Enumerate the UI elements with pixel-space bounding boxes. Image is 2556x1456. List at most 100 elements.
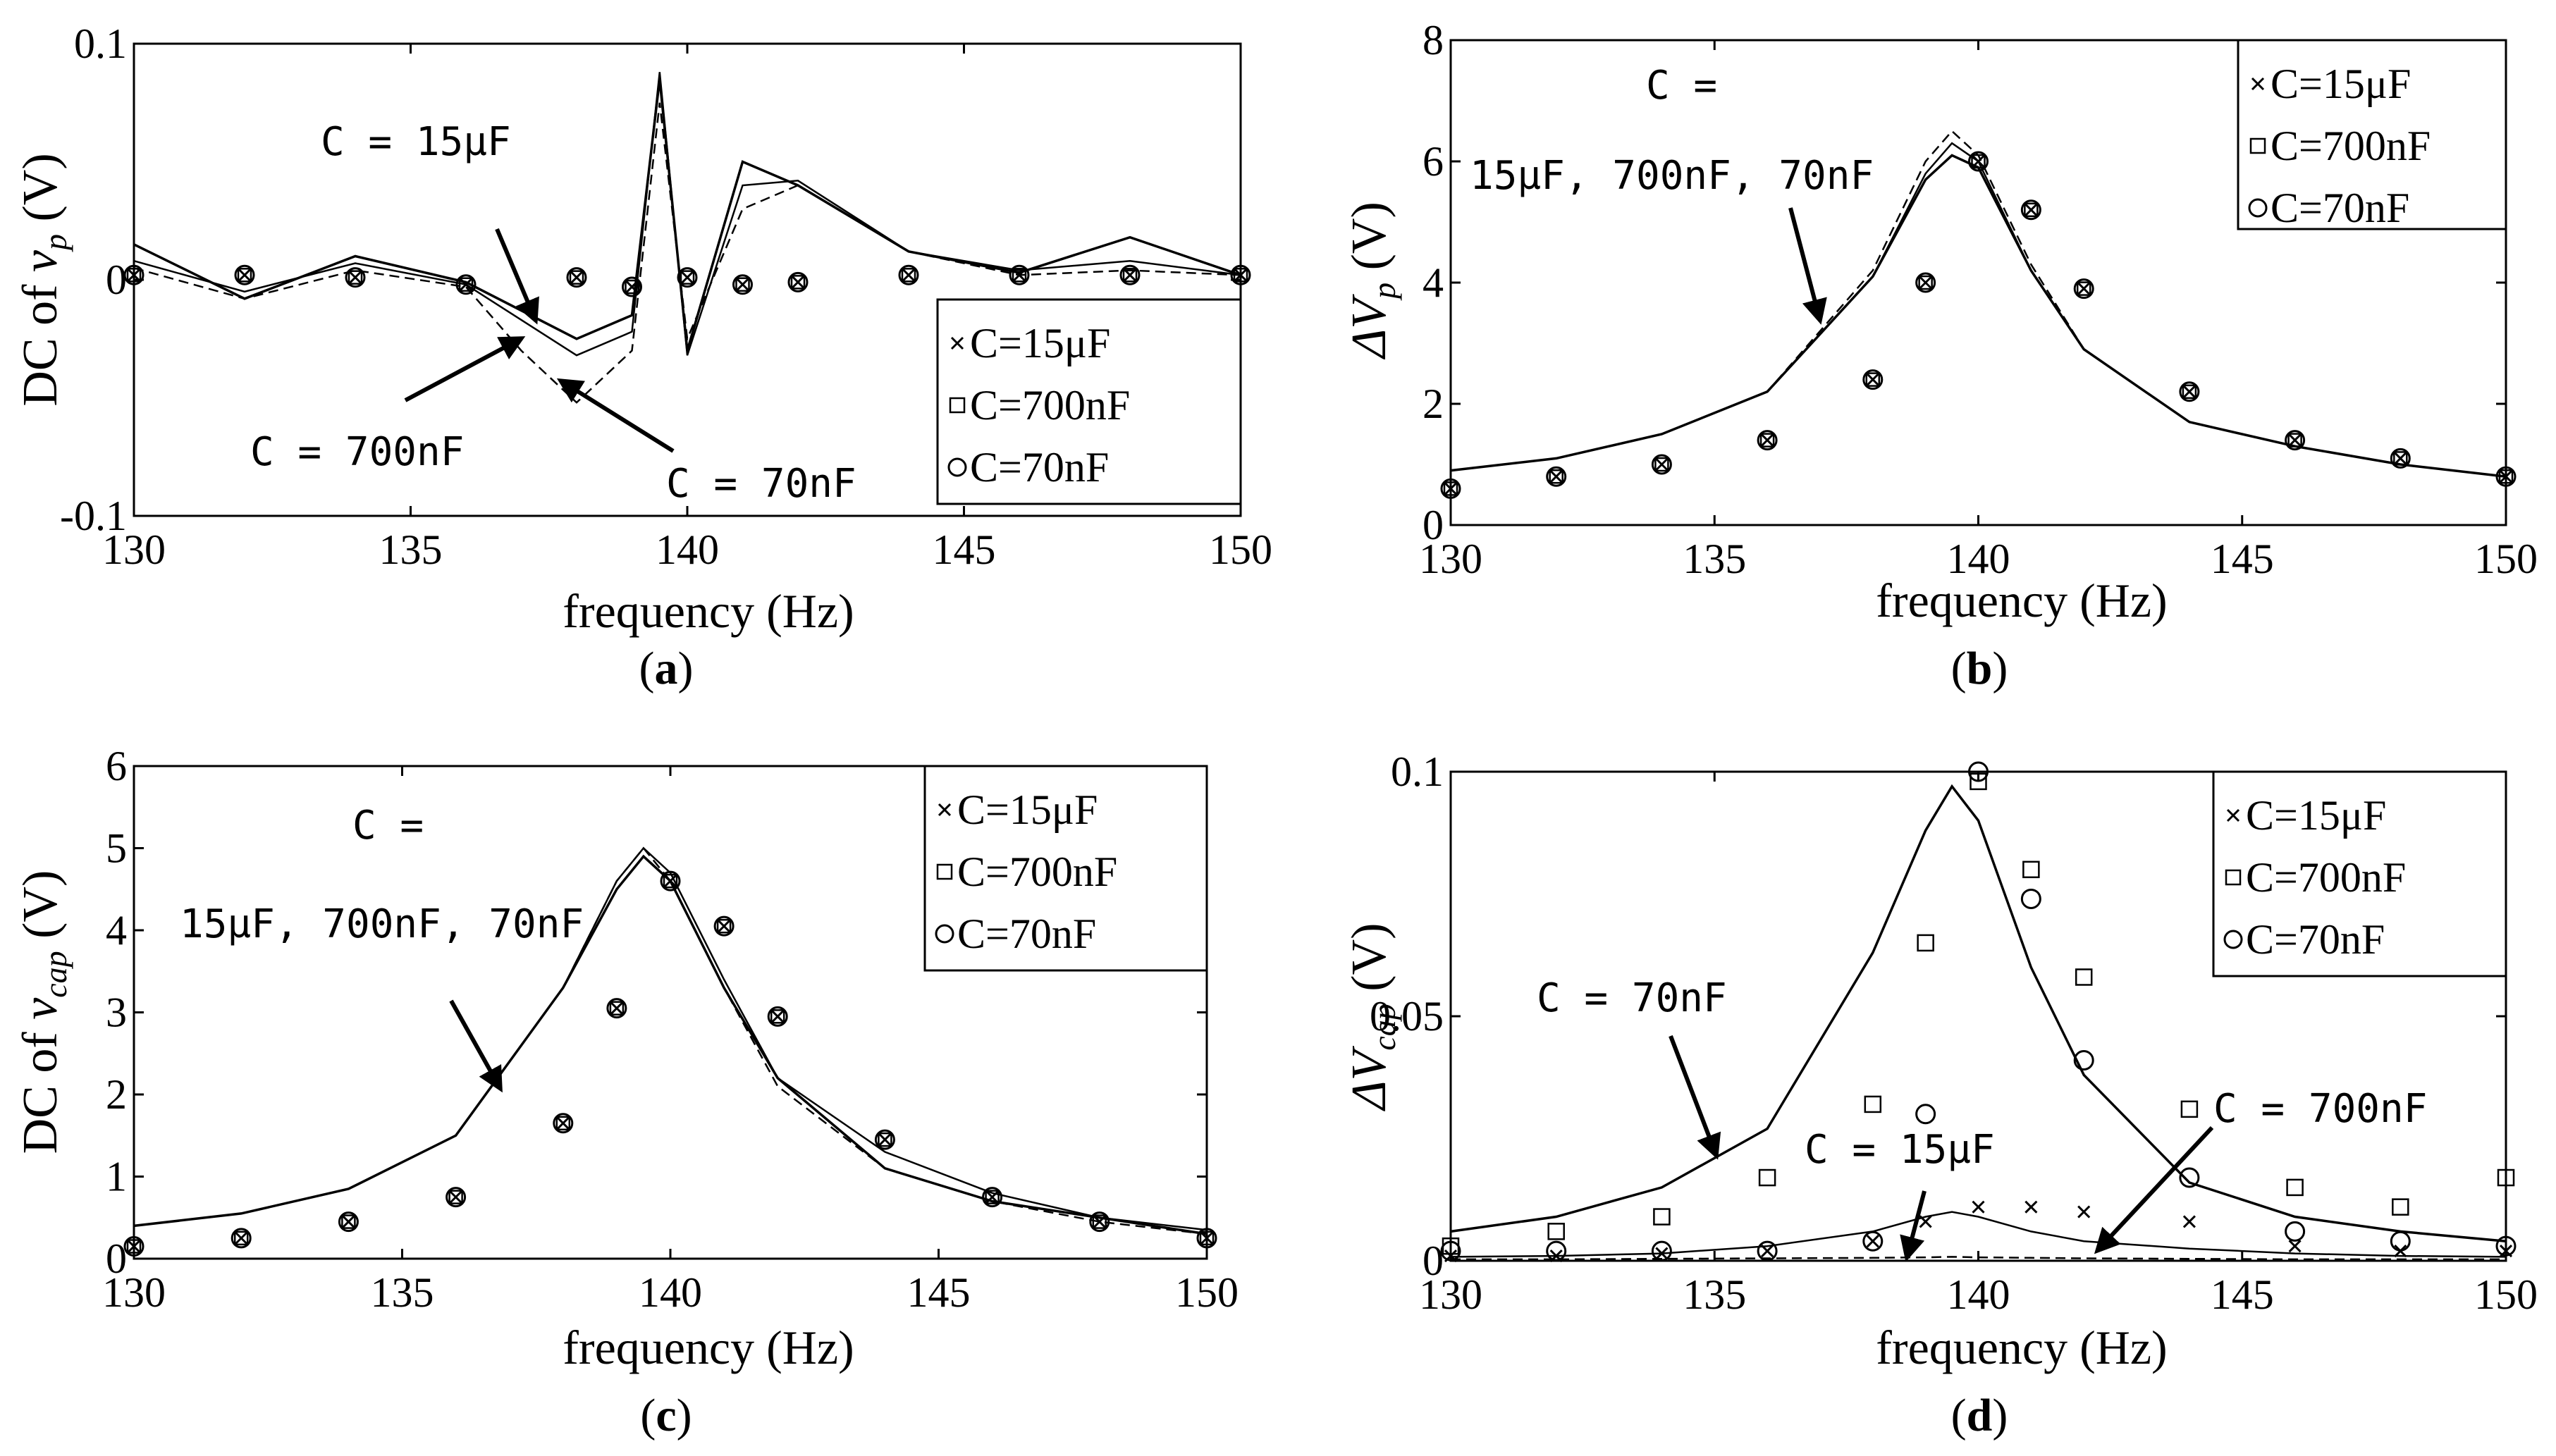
legend-marker-square	[949, 397, 966, 414]
data-point-circle	[123, 1236, 145, 1257]
legend-entry: C=700nF	[2271, 123, 2431, 169]
data-point-x	[2288, 1240, 2302, 1253]
legend-entry: C=15μF	[970, 320, 1110, 366]
y-label-sub: p	[37, 234, 73, 252]
annotation-label: C = 70nF	[1537, 975, 1727, 1021]
y-tick-label: 4	[1423, 259, 1444, 306]
data-point-x	[1866, 373, 1879, 386]
legend-box	[2212, 770, 2507, 977]
data-point-square	[625, 279, 639, 295]
y-label-prefix: DC of	[13, 1020, 68, 1154]
y-tick-label: 0	[1423, 502, 1444, 548]
data-point-circle	[338, 1211, 359, 1233]
y-tick-label: 3	[106, 989, 127, 1036]
y-label-unit: (V)	[13, 153, 68, 234]
data-point-x	[985, 1190, 999, 1204]
annotation-label: C = 15μF	[321, 119, 511, 165]
data-point-square	[2286, 1178, 2304, 1197]
legend-marker-x	[938, 803, 952, 817]
y-tick-label: 2	[106, 1071, 127, 1118]
y-label-unit: (V)	[1342, 923, 1396, 1004]
data-point-square	[790, 275, 806, 290]
annotation-label: 15μF, 700nF, 70nF	[180, 901, 584, 947]
x-tick-label: 145	[933, 526, 996, 573]
legend-entry: C=15μF	[2246, 792, 2386, 839]
data-point-x	[127, 269, 141, 282]
annotation-label: C = 700nF	[2213, 1086, 2427, 1132]
annotation-arrow	[404, 336, 526, 402]
legend-marker-x	[2226, 808, 2240, 822]
data-point-circle	[2020, 888, 2041, 909]
x-tick-label: 130	[1419, 536, 1482, 582]
legend-marker-circle	[935, 924, 954, 944]
data-point-x	[1234, 269, 1248, 282]
data-point-circle	[1546, 466, 1567, 487]
data-point-circle	[234, 264, 255, 285]
data-point-square	[2497, 1168, 2515, 1187]
panel-paren-close: )	[1992, 1390, 2008, 1441]
legend-box	[923, 765, 1208, 972]
data-point-x	[1012, 269, 1026, 282]
data-point-circle	[1968, 761, 1989, 782]
annotation-arrow	[1900, 1190, 1927, 1262]
data-point-x	[459, 278, 473, 291]
data-point-circle	[1119, 264, 1141, 285]
data-point-circle	[660, 870, 681, 892]
data-point-circle	[1089, 1211, 1110, 1233]
data-point-x	[1655, 457, 1669, 471]
annotation-label: C = 700nF	[250, 429, 464, 475]
x-tick-label: 140	[1947, 536, 2010, 582]
data-point-square	[680, 270, 695, 285]
data-point-square	[1547, 1223, 1565, 1240]
x-axis-label: frequency (Hz)	[1876, 1321, 2167, 1374]
data-point-circle	[231, 1228, 252, 1249]
data-point-circle	[1968, 151, 1989, 172]
data-point-circle	[732, 274, 753, 295]
data-point-x	[1866, 1235, 1879, 1248]
y-label-unit: (V)	[1342, 202, 1396, 283]
y-tick-label: -0.1	[60, 493, 127, 539]
data-point-square	[2392, 1198, 2409, 1216]
data-point-circle	[1915, 272, 1936, 293]
x-tick-label: 140	[656, 526, 719, 573]
data-point-circle	[606, 998, 627, 1019]
data-point-square	[2076, 281, 2091, 296]
data-point-square	[609, 1001, 625, 1016]
data-point-square	[458, 277, 474, 292]
y-label-sub: p	[1366, 283, 1402, 301]
legend-marker-square	[2249, 137, 2266, 154]
data-point-circle	[446, 1187, 467, 1208]
y-tick-label: 5	[106, 825, 127, 872]
x-tick-label: 150	[1175, 1269, 1239, 1316]
y-label-var: ΔV	[1342, 294, 1396, 360]
x-tick-label: 145	[2211, 1271, 2274, 1318]
data-point-circle	[2495, 1235, 2517, 1257]
data-point-x	[1761, 1245, 1774, 1258]
data-point-x	[1123, 269, 1137, 282]
data-point-circle	[1757, 1240, 1778, 1261]
data-point-x	[127, 1240, 141, 1253]
legend-entry: C=70nF	[2271, 185, 2409, 231]
data-point-circle	[1546, 1240, 1567, 1261]
data-point-circle	[2285, 430, 2306, 451]
data-point-circle	[2073, 278, 2094, 300]
data-point-x	[2077, 282, 2091, 295]
data-point-x	[1919, 1215, 1932, 1228]
data-point-x	[663, 875, 677, 888]
data-point-circle	[1230, 264, 1251, 285]
data-point-circle	[2390, 448, 2411, 469]
y-axis-label: DC of vcap (V)	[13, 870, 73, 1154]
legend-marker-x	[950, 336, 964, 350]
annotation-label: 15μF, 700nF, 70nF	[1470, 153, 1874, 199]
x-axis-label: frequency (Hz)	[1876, 574, 2167, 627]
x-tick-label: 145	[907, 1269, 971, 1316]
data-point-x	[625, 280, 639, 294]
data-point-square	[1917, 934, 1934, 952]
data-point-square	[1653, 1208, 1671, 1226]
legend-box	[2237, 39, 2507, 230]
data-point-circle	[1440, 1240, 1461, 1261]
data-point-square	[1443, 481, 1458, 496]
data-point-square	[233, 1230, 249, 1246]
x-axis-label: frequency (Hz)	[563, 1321, 854, 1374]
data-point-square	[1012, 268, 1027, 283]
